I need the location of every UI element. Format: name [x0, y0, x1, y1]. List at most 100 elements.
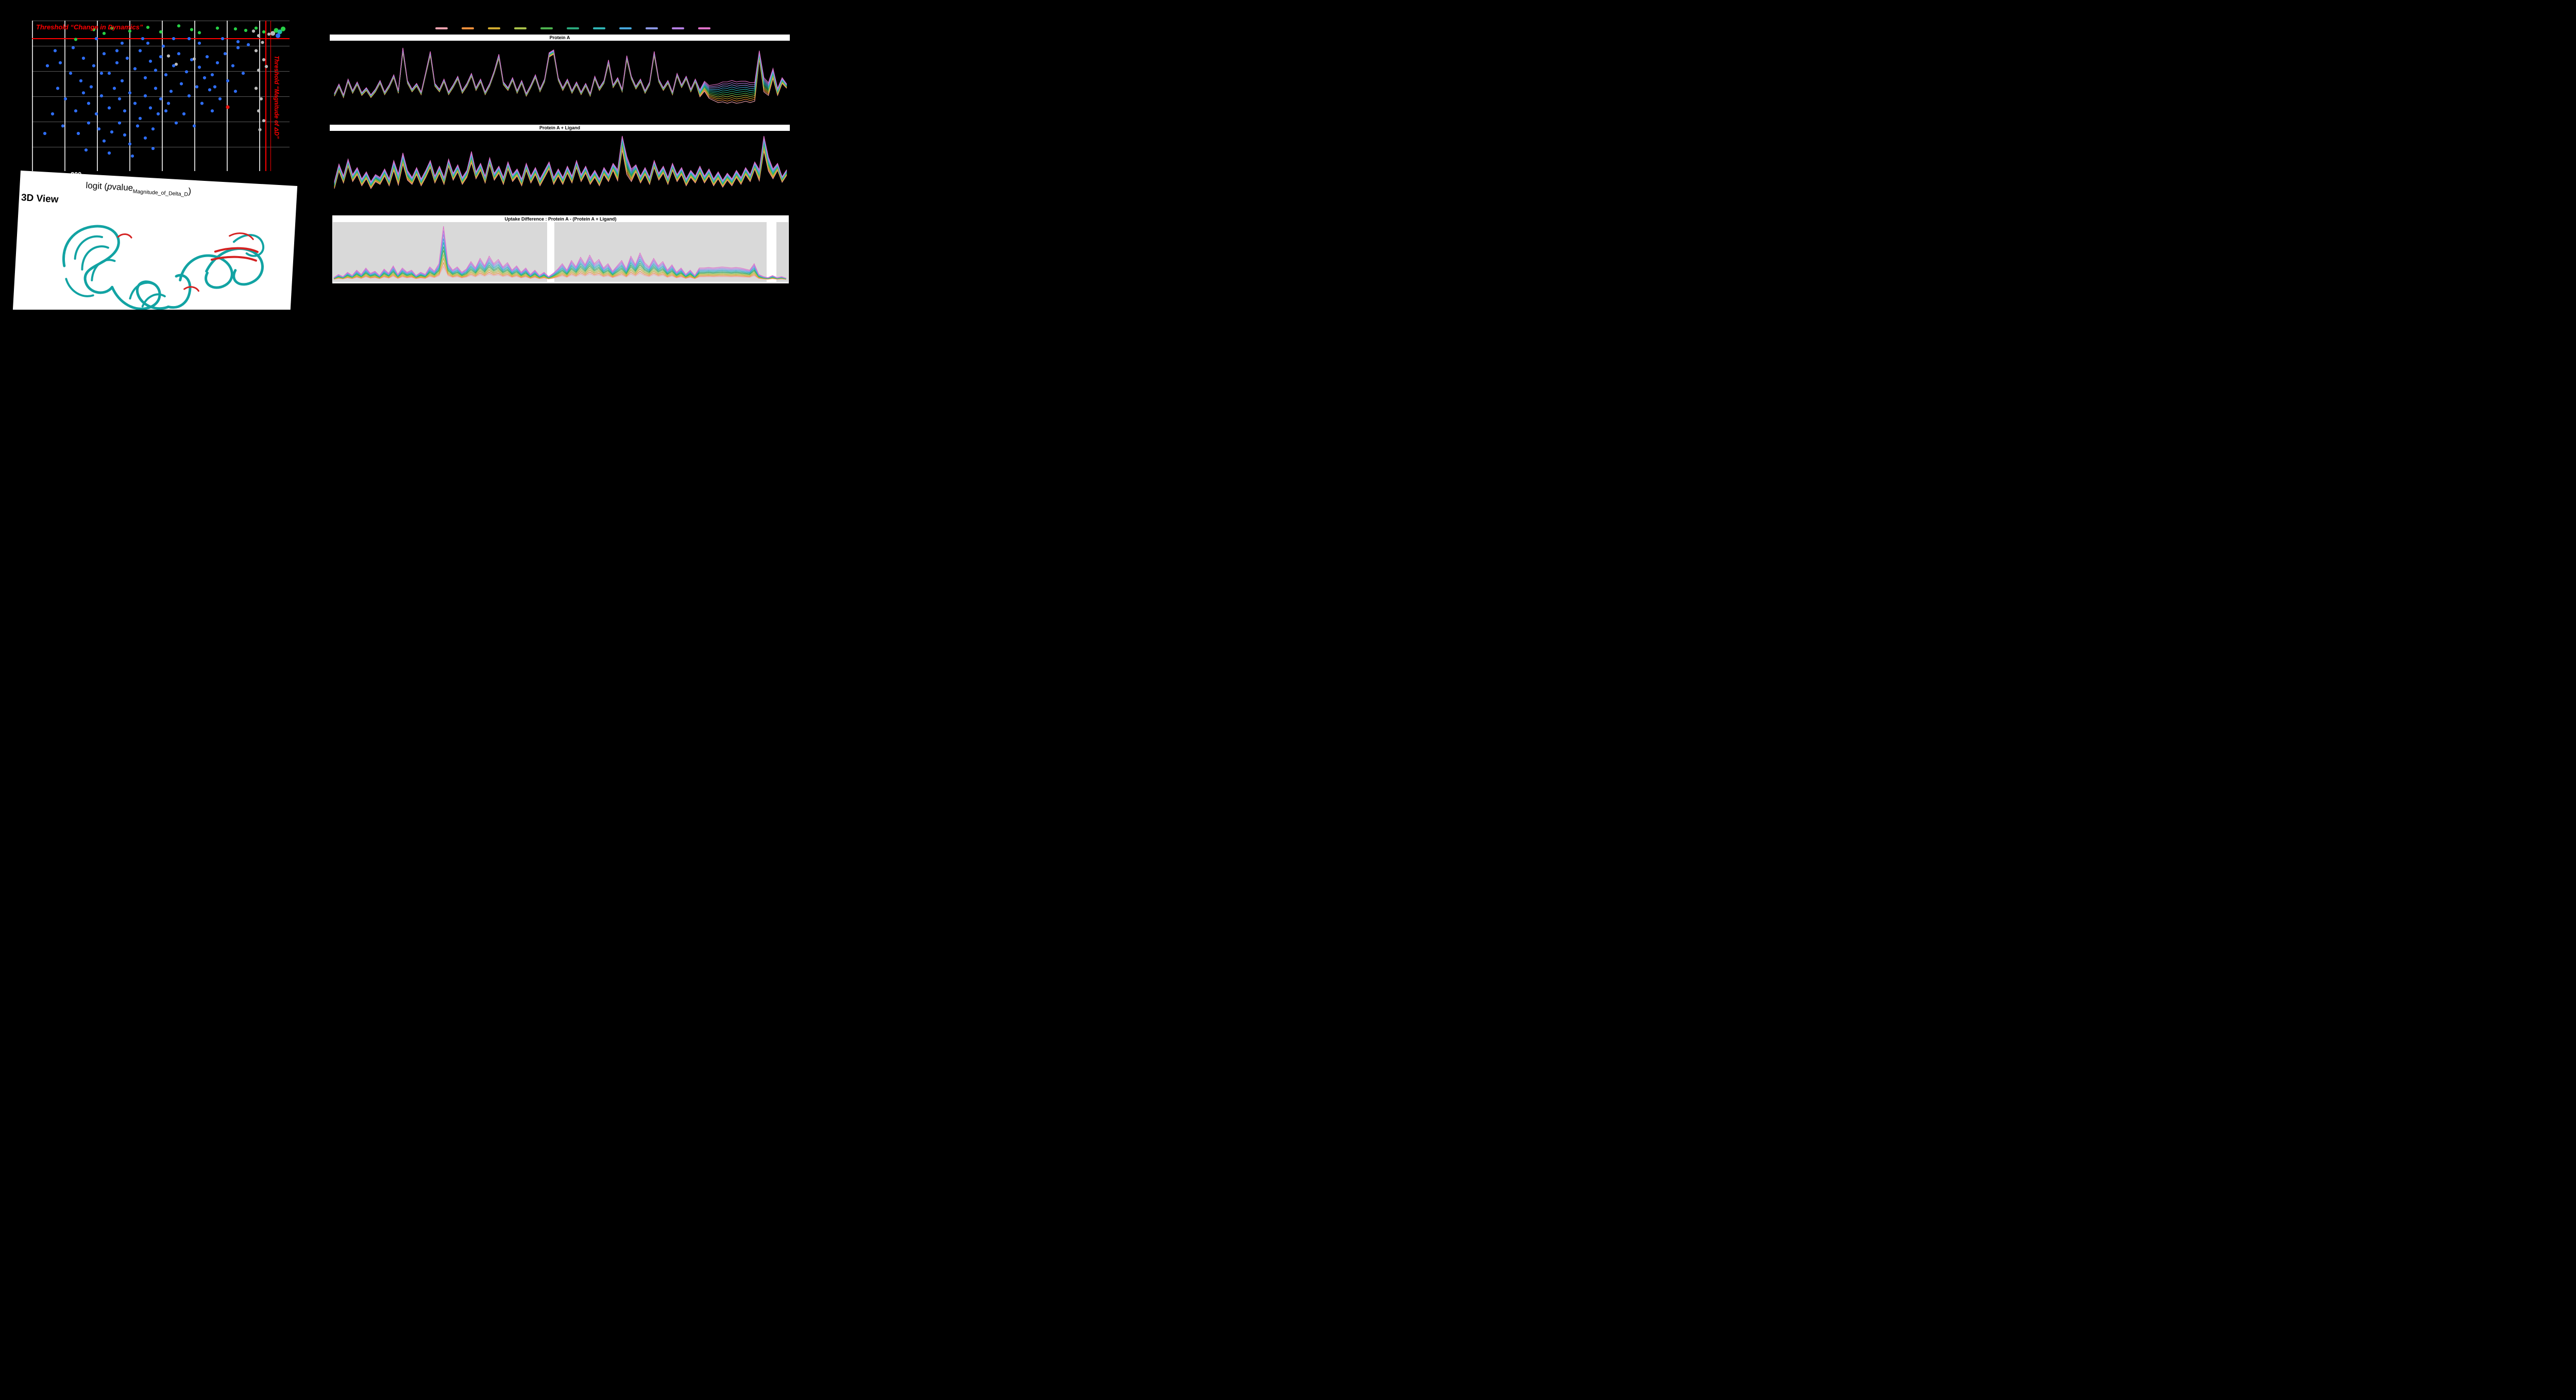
scatter-point-green[interactable]	[190, 28, 194, 31]
scatter-point-blue[interactable]	[221, 37, 225, 41]
scatter-point-blue[interactable]	[172, 37, 176, 41]
scatter-point-blue[interactable]	[146, 41, 150, 45]
scatter-point-gray[interactable]	[264, 65, 268, 69]
scatter-point-blue[interactable]	[233, 90, 238, 93]
scatter-point-blue[interactable]	[159, 55, 163, 59]
scatter-point-blue[interactable]	[210, 109, 214, 113]
uptake-chart-protein-a-ligand[interactable]	[333, 132, 788, 208]
scatter-point-blue[interactable]	[218, 97, 222, 100]
scatter-point-blue[interactable]	[76, 131, 80, 136]
protein-ribbon-3d[interactable]	[12, 171, 297, 310]
scatter-point-blue[interactable]	[236, 46, 240, 49]
scatter-point-blue[interactable]	[94, 37, 98, 41]
scatter-point-gray[interactable]	[257, 69, 261, 72]
scatter-point-blue[interactable]	[128, 142, 132, 146]
uptake-difference-plot-area[interactable]	[333, 222, 788, 282]
scatter-point-blue[interactable]	[151, 127, 155, 131]
scatter-point-blue[interactable]	[120, 79, 124, 82]
horizontal-threshold-line[interactable]	[32, 38, 290, 40]
scatter-point-blue[interactable]	[58, 61, 62, 64]
scatter-point-gray[interactable]	[270, 31, 276, 36]
scatter-point-blue[interactable]	[159, 97, 163, 100]
legend-series-9[interactable]	[646, 27, 658, 29]
scatter-point-blue[interactable]	[246, 43, 250, 46]
scatter-point-blue[interactable]	[69, 72, 73, 75]
scatter-point-blue[interactable]	[79, 79, 83, 82]
scatter-point-blue[interactable]	[74, 109, 78, 113]
scatter-point-blue[interactable]	[45, 64, 49, 68]
scatter-point-blue[interactable]	[164, 109, 168, 113]
scatter-point-gray[interactable]	[258, 128, 262, 131]
scatter-point-blue[interactable]	[133, 102, 137, 105]
scatter-point-blue[interactable]	[138, 49, 142, 53]
scatter-point-blue[interactable]	[202, 76, 207, 80]
scatter-point-gray[interactable]	[174, 62, 178, 66]
scatter-point-blue[interactable]	[190, 58, 194, 61]
scatter-point-blue[interactable]	[130, 154, 134, 158]
scatter-point-blue[interactable]	[102, 139, 106, 143]
scatter-point-blue[interactable]	[123, 133, 127, 137]
scatter-point-green[interactable]	[177, 24, 181, 28]
scatter-point-blue[interactable]	[179, 82, 183, 86]
legend-series-6[interactable]	[567, 27, 579, 29]
volcano-points[interactable]	[32, 21, 290, 171]
scatter-point-blue[interactable]	[166, 102, 171, 105]
scatter-point-green[interactable]	[102, 31, 106, 35]
scatter-point-gray[interactable]	[262, 119, 266, 123]
legend-series-7[interactable]	[593, 27, 605, 29]
scatter-point-blue[interactable]	[117, 97, 122, 100]
scatter-point-blue[interactable]	[99, 94, 104, 98]
scatter-point-blue[interactable]	[192, 124, 196, 128]
scatter-point-blue[interactable]	[63, 97, 67, 100]
scatter-point-gray[interactable]	[259, 97, 263, 100]
scatter-point-green[interactable]	[274, 28, 279, 33]
scatter-point-blue[interactable]	[231, 64, 235, 68]
scatter-point-blue[interactable]	[81, 56, 86, 60]
scatter-point-blue[interactable]	[53, 49, 57, 53]
scatter-point-green[interactable]	[215, 26, 219, 30]
vertical-threshold-line[interactable]	[265, 21, 266, 171]
scatter-point-blue[interactable]	[154, 69, 158, 72]
scatter-point-blue[interactable]	[92, 64, 96, 68]
scatter-point-blue[interactable]	[197, 65, 201, 69]
vertical-threshold-line[interactable]	[270, 21, 271, 171]
scatter-point-blue[interactable]	[138, 116, 142, 120]
scatter-point-blue[interactable]	[115, 49, 119, 53]
scatter-point-blue[interactable]	[197, 41, 201, 45]
scatter-point-blue[interactable]	[107, 106, 111, 110]
uptake-difference-chart[interactable]	[333, 222, 787, 282]
scatter-point-blue[interactable]	[117, 121, 122, 125]
scatter-point-blue[interactable]	[151, 147, 155, 150]
scatter-point-gray[interactable]	[267, 32, 271, 36]
scatter-point-blue[interactable]	[205, 55, 209, 59]
scatter-point-blue[interactable]	[236, 40, 240, 43]
scatter-point-blue[interactable]	[143, 94, 147, 98]
scatter-point-blue[interactable]	[241, 72, 245, 75]
scatter-point-blue[interactable]	[115, 61, 119, 64]
uptake-chart-protein-a[interactable]	[333, 42, 788, 120]
legend-series-2[interactable]	[462, 27, 474, 29]
legend-series-1[interactable]	[435, 27, 448, 29]
scatter-point-blue[interactable]	[120, 41, 124, 45]
scatter-point-blue[interactable]	[187, 37, 191, 41]
scatter-point-blue[interactable]	[112, 87, 116, 90]
scatter-point-blue[interactable]	[43, 131, 47, 136]
scatter-point-blue[interactable]	[110, 130, 114, 134]
scatter-point-blue[interactable]	[97, 127, 101, 131]
scatter-point-green[interactable]	[262, 30, 266, 33]
scatter-point-gray[interactable]	[257, 109, 261, 113]
scatter-point-blue[interactable]	[133, 67, 137, 71]
scatter-point-blue[interactable]	[215, 61, 219, 64]
scatter-point-green[interactable]	[110, 26, 114, 30]
scatter-point-blue[interactable]	[81, 91, 86, 95]
scatter-point-gray[interactable]	[262, 58, 266, 61]
scatter-point-blue[interactable]	[182, 112, 186, 116]
scatter-point-blue[interactable]	[143, 136, 147, 140]
legend-series-8[interactable]	[619, 27, 632, 29]
scatter-point-blue[interactable]	[184, 70, 189, 74]
scatter-point-blue[interactable]	[87, 121, 91, 125]
scatter-point-red[interactable]	[226, 105, 230, 109]
scatter-point-blue[interactable]	[200, 102, 204, 105]
scatter-point-blue[interactable]	[213, 85, 217, 89]
scatter-point-teal[interactable]	[277, 29, 282, 35]
